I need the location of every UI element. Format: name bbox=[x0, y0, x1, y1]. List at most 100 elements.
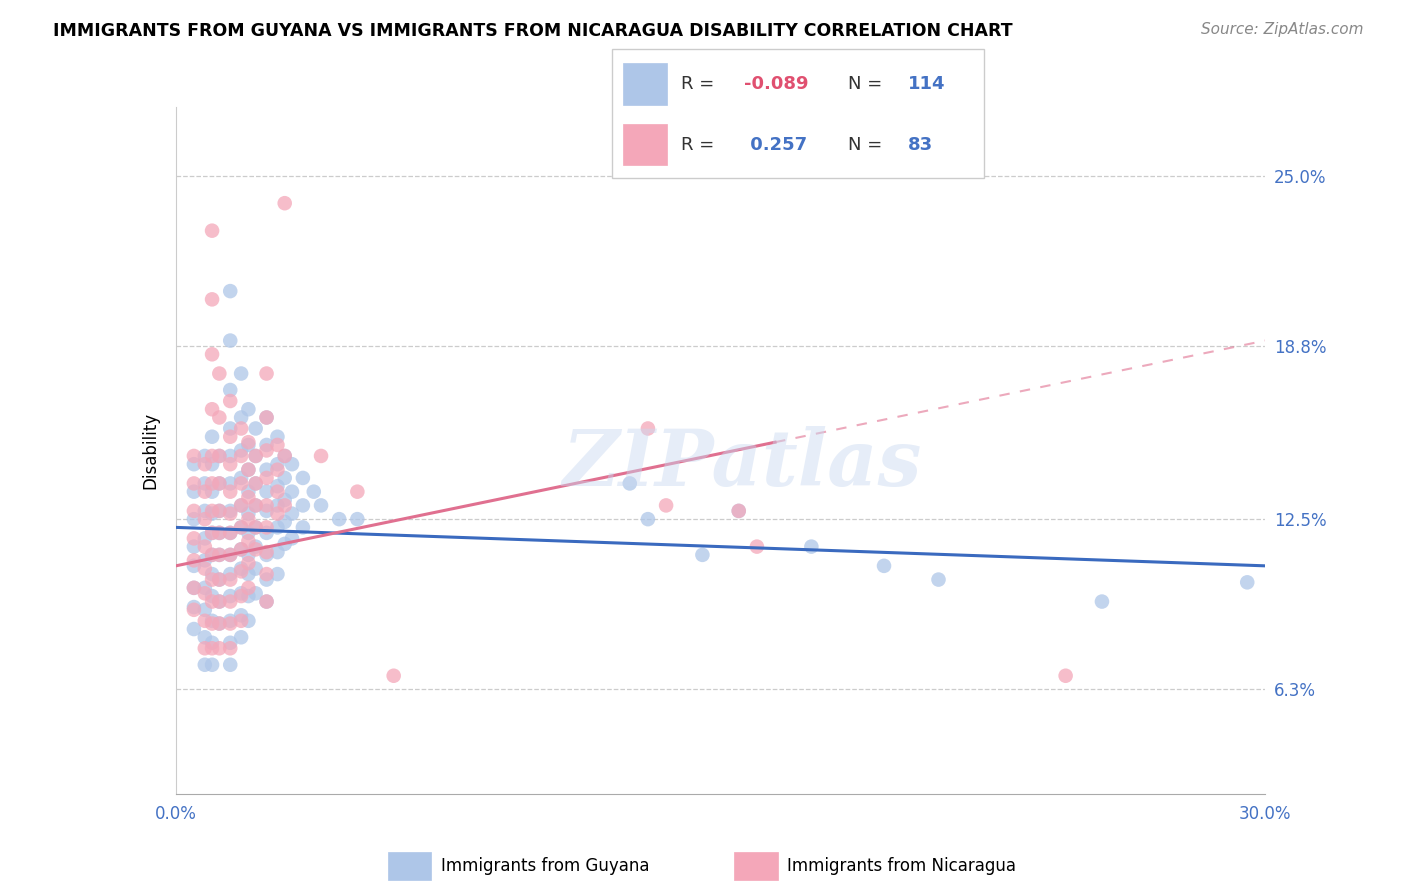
Y-axis label: Disability: Disability bbox=[142, 412, 160, 489]
Point bbox=[281, 484, 304, 499]
Point bbox=[266, 438, 288, 452]
Point bbox=[183, 603, 205, 617]
Point bbox=[208, 616, 231, 631]
Point bbox=[201, 594, 224, 608]
Point bbox=[201, 616, 224, 631]
Point bbox=[266, 430, 288, 444]
Point bbox=[238, 484, 260, 499]
Point bbox=[183, 449, 205, 463]
Point bbox=[1236, 575, 1258, 590]
Point bbox=[194, 540, 217, 554]
Point bbox=[266, 484, 288, 499]
Point bbox=[231, 421, 253, 435]
Point bbox=[238, 556, 260, 570]
Point bbox=[183, 457, 205, 471]
Point bbox=[619, 476, 641, 491]
Point bbox=[256, 594, 278, 608]
Point bbox=[194, 457, 217, 471]
Point bbox=[208, 449, 231, 463]
Point bbox=[245, 421, 267, 435]
Point bbox=[274, 471, 297, 485]
Point bbox=[637, 421, 659, 435]
Point bbox=[201, 402, 224, 417]
Point bbox=[245, 542, 267, 557]
Point bbox=[256, 484, 278, 499]
Point bbox=[219, 484, 242, 499]
Point bbox=[245, 586, 267, 600]
Point bbox=[194, 553, 217, 567]
Point bbox=[266, 507, 288, 521]
Text: 0.257: 0.257 bbox=[744, 136, 807, 153]
Point bbox=[208, 641, 231, 656]
Point bbox=[274, 537, 297, 551]
Point bbox=[231, 589, 253, 603]
Point bbox=[201, 525, 224, 540]
Point bbox=[201, 589, 224, 603]
Point bbox=[745, 540, 768, 554]
Point bbox=[219, 504, 242, 518]
Point bbox=[201, 567, 224, 582]
Point bbox=[692, 548, 714, 562]
Point bbox=[238, 525, 260, 540]
Point bbox=[231, 565, 253, 579]
Point bbox=[256, 499, 278, 513]
Point bbox=[291, 499, 314, 513]
Point bbox=[183, 622, 205, 636]
Point bbox=[238, 581, 260, 595]
Point bbox=[231, 471, 253, 485]
Point bbox=[274, 492, 297, 507]
Point bbox=[231, 410, 253, 425]
Point bbox=[800, 540, 823, 554]
Point bbox=[256, 525, 278, 540]
Point bbox=[219, 657, 242, 672]
Point bbox=[231, 608, 253, 623]
Point bbox=[231, 520, 253, 534]
Bar bbox=[623, 63, 668, 104]
Point bbox=[245, 540, 267, 554]
Point bbox=[281, 457, 304, 471]
Point bbox=[274, 449, 297, 463]
Point bbox=[219, 334, 242, 348]
Point bbox=[194, 657, 217, 672]
Point bbox=[302, 484, 325, 499]
Point bbox=[201, 636, 224, 650]
Point bbox=[219, 567, 242, 582]
Point bbox=[219, 383, 242, 397]
Point bbox=[382, 669, 405, 683]
Point bbox=[281, 532, 304, 546]
Point bbox=[219, 594, 242, 608]
Point bbox=[219, 548, 242, 562]
Point bbox=[238, 614, 260, 628]
Point bbox=[256, 443, 278, 458]
Text: 83: 83 bbox=[908, 136, 934, 153]
Text: Immigrants from Nicaragua: Immigrants from Nicaragua bbox=[787, 857, 1017, 875]
Point bbox=[201, 430, 224, 444]
Point bbox=[231, 367, 253, 381]
Point bbox=[183, 581, 205, 595]
Point bbox=[238, 463, 260, 477]
Point bbox=[219, 394, 242, 409]
Point bbox=[208, 616, 231, 631]
Point bbox=[194, 603, 217, 617]
Point bbox=[219, 636, 242, 650]
Point bbox=[256, 463, 278, 477]
Text: 114: 114 bbox=[908, 75, 945, 93]
Point bbox=[245, 520, 267, 534]
Point bbox=[201, 504, 224, 518]
Point bbox=[266, 545, 288, 559]
Bar bbox=[388, 853, 432, 880]
Point bbox=[238, 534, 260, 549]
Point bbox=[231, 614, 253, 628]
Point bbox=[194, 586, 217, 600]
Point bbox=[291, 471, 314, 485]
Point bbox=[208, 573, 231, 587]
Point bbox=[266, 499, 288, 513]
Point bbox=[274, 499, 297, 513]
Point bbox=[201, 476, 224, 491]
Point bbox=[238, 548, 260, 562]
Point bbox=[183, 558, 205, 573]
Point bbox=[266, 567, 288, 582]
Point bbox=[346, 484, 368, 499]
Point bbox=[256, 410, 278, 425]
Point bbox=[245, 520, 267, 534]
